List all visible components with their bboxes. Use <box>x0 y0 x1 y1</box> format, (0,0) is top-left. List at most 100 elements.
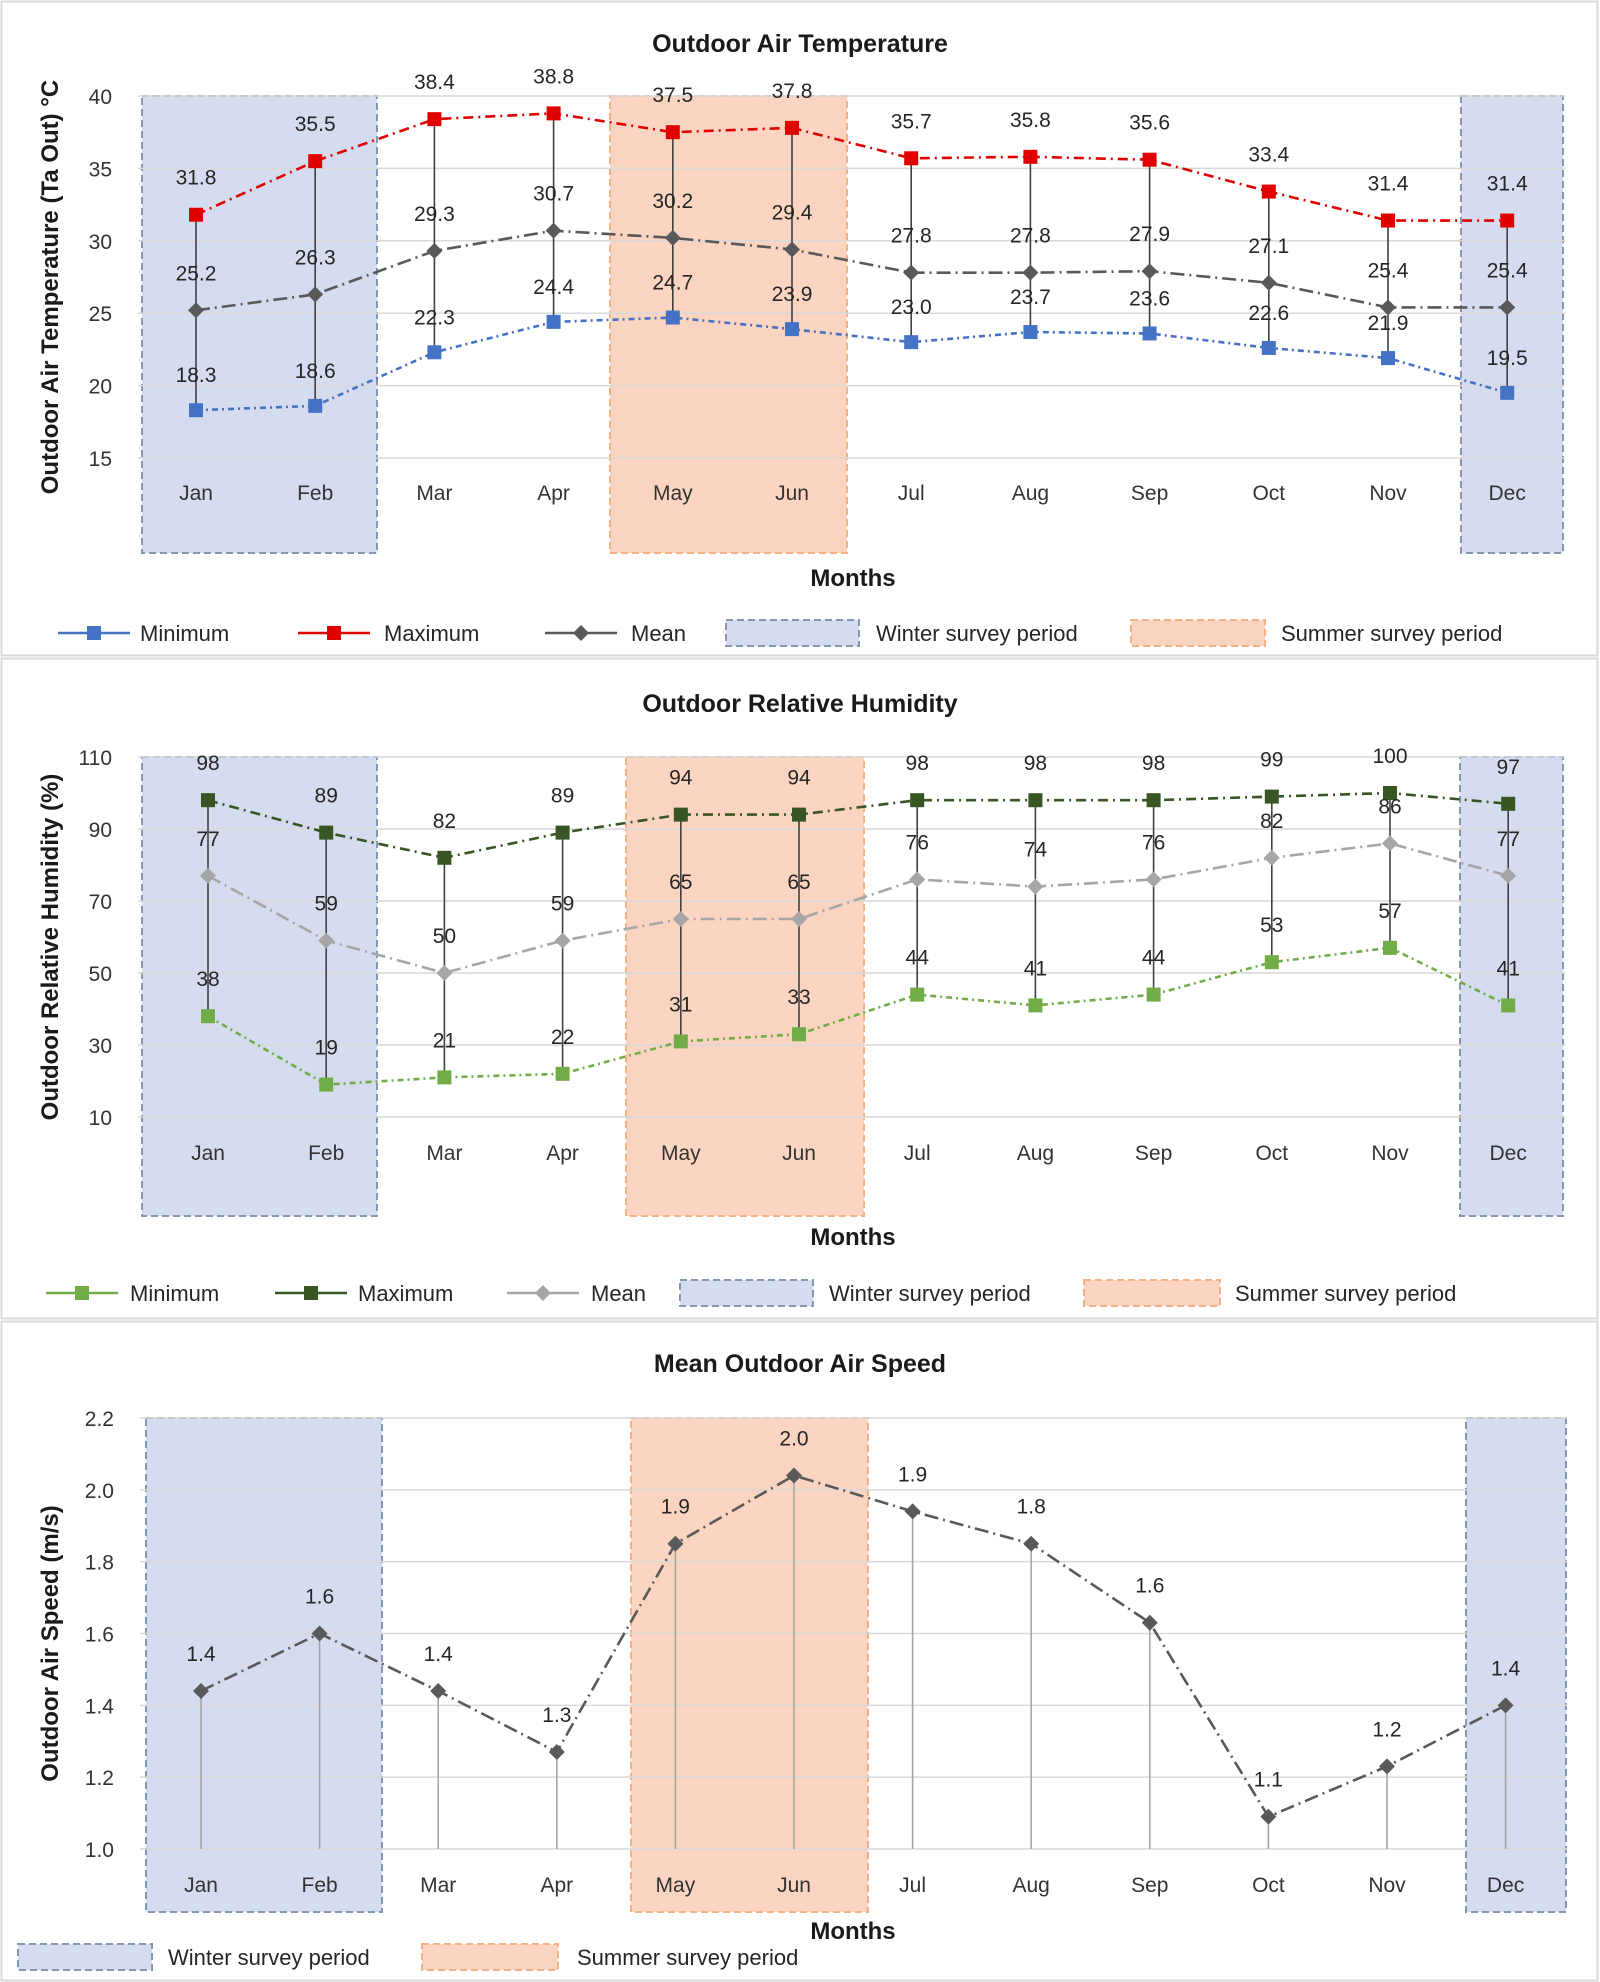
chart-panel-1: Outdoor Air Temperature 15 20 25 30 35 40 Outdo… <box>0 0 1599 657</box>
data-point <box>791 911 807 927</box>
data-point <box>1142 152 1157 167</box>
data-label: 25.2 <box>176 262 217 285</box>
data-label: 98 <box>1142 752 1165 775</box>
series-minimum: 18.3 18.6 22.3 24.4 24.7 23.9 23.0 23.7 23.6 22.6… <box>176 272 1528 418</box>
legend: Minimum Maximum Mean Winter survey period Su… <box>58 619 1502 647</box>
series-maximum: 31.8 35.5 38.4 38.8 37.5 37.8 35.7 35.8 35.6 33.4… <box>176 65 1528 228</box>
x-tick-label-dec: Dec <box>1489 482 1526 505</box>
data-point <box>673 807 688 822</box>
data-label: 30.7 <box>533 183 574 206</box>
data-label: 99 <box>1260 749 1283 772</box>
data-point <box>903 264 920 281</box>
data-point <box>909 871 926 888</box>
data-point <box>1497 1697 1514 1714</box>
legend-swatch-marker <box>304 1286 318 1300</box>
legend-label: Maximum <box>358 1281 453 1306</box>
data-point <box>904 151 919 166</box>
x-axis-label: Months <box>810 1224 895 1251</box>
data-label: 65 <box>669 871 692 894</box>
data-point <box>1141 1614 1158 1631</box>
data-point <box>665 125 680 140</box>
x-tick-label-aug: Aug <box>1012 482 1049 505</box>
series-mean: 77 59 50 59 65 65 76 74 76 82 86 77 <box>196 795 1520 981</box>
data-point <box>193 1682 209 1699</box>
legend-swatch-marker <box>327 626 341 640</box>
x-tick-label-jan: Jan <box>191 1142 225 1165</box>
data-label: 37.8 <box>772 80 813 103</box>
chart-panel-3: Mean Outdoor Air Speed 1.0 1.2 1.4 1.6 1.8 2.0… <box>0 1320 1599 1982</box>
x-tick-label-sep: Sep <box>1135 1142 1172 1165</box>
data-point <box>319 1077 334 1092</box>
y-tick-label: 30 <box>89 1035 112 1058</box>
x-tick-label-apr: Apr <box>546 1142 579 1165</box>
legend-label: Winter survey period <box>829 1281 1031 1306</box>
legend-item: Mean <box>545 621 686 646</box>
data-point <box>792 807 806 822</box>
x-tick-label-nov: Nov <box>1371 1142 1409 1165</box>
x-tick-label-dec: Dec <box>1490 1142 1527 1165</box>
data-label: 30.2 <box>652 190 693 213</box>
data-label: 23.6 <box>1129 287 1170 310</box>
panel-border <box>0 1320 1599 1982</box>
data-label: 35.5 <box>295 113 336 136</box>
x-tick-label-oct: Oct <box>1252 482 1285 505</box>
data-label: 24.7 <box>652 272 693 295</box>
data-point <box>201 793 215 808</box>
data-label: 44 <box>906 947 930 970</box>
x-tick-label-oct: Oct <box>1255 1142 1288 1165</box>
x-tick-label-jul: Jul <box>904 1142 931 1165</box>
legend-label: Winter survey period <box>168 1945 370 1970</box>
data-label: 89 <box>315 785 338 808</box>
data-point <box>189 207 203 222</box>
x-axis-label: Months <box>810 1918 895 1945</box>
data-point <box>1501 796 1516 811</box>
y-tick-label: 1.2 <box>85 1767 114 1790</box>
data-label: 24.4 <box>533 276 574 299</box>
data-label: 23.9 <box>772 283 813 306</box>
data-label: 1.4 <box>1491 1657 1521 1680</box>
series-line <box>195 229 1508 312</box>
data-label: 19.5 <box>1487 347 1528 370</box>
data-label: 27.1 <box>1248 235 1289 258</box>
panel-border <box>0 657 1599 1320</box>
data-label: 21.9 <box>1368 312 1409 335</box>
data-label: 59 <box>315 893 338 916</box>
gridlines <box>138 95 1565 459</box>
data-label: 94 <box>669 767 693 790</box>
legend-item: Maximum <box>298 621 479 646</box>
data-point <box>188 302 204 319</box>
data-point <box>673 1034 688 1049</box>
data-label: 100 <box>1372 745 1407 768</box>
data-label: 74 <box>1024 839 1048 862</box>
data-point <box>1261 184 1276 199</box>
data-point <box>672 911 689 927</box>
data-point <box>1146 987 1161 1002</box>
data-point <box>1023 1535 1040 1552</box>
x-axis-label: Months <box>810 565 895 592</box>
x-tick-label-jan: Jan <box>179 482 213 505</box>
x-tick-label-jan: Jan <box>184 1874 218 1897</box>
data-point <box>200 867 216 884</box>
y-tick-label: 110 <box>79 747 112 770</box>
data-point <box>546 106 561 121</box>
legend: Winter survey period Summer survey period <box>17 1943 798 1971</box>
x-tick-label-feb: Feb <box>297 482 333 505</box>
data-point <box>1264 789 1279 804</box>
data-label: 1.2 <box>1372 1718 1401 1741</box>
data-point <box>189 403 203 418</box>
winter-survey-band <box>1465 1417 1567 1913</box>
y-axis-label: Outdoor Air Temperature (Ta Out) °C <box>37 80 64 495</box>
y-tick-label: 35 <box>89 158 112 181</box>
x-tick-label-mar: Mar <box>426 1142 462 1165</box>
data-point <box>1381 351 1395 366</box>
data-point <box>1383 786 1397 800</box>
y-tick-label: 1.0 <box>85 1839 114 1862</box>
legend-swatch-marker <box>573 625 589 641</box>
legend-label: Maximum <box>384 621 479 646</box>
data-label: 27.9 <box>1129 223 1170 246</box>
data-label: 35.7 <box>891 110 932 133</box>
legend-swatch-box <box>421 1943 559 1971</box>
y-tick-label: 2.0 <box>85 1480 114 1503</box>
data-label: 50 <box>433 925 456 948</box>
legend-item: Maximum <box>275 1281 453 1306</box>
